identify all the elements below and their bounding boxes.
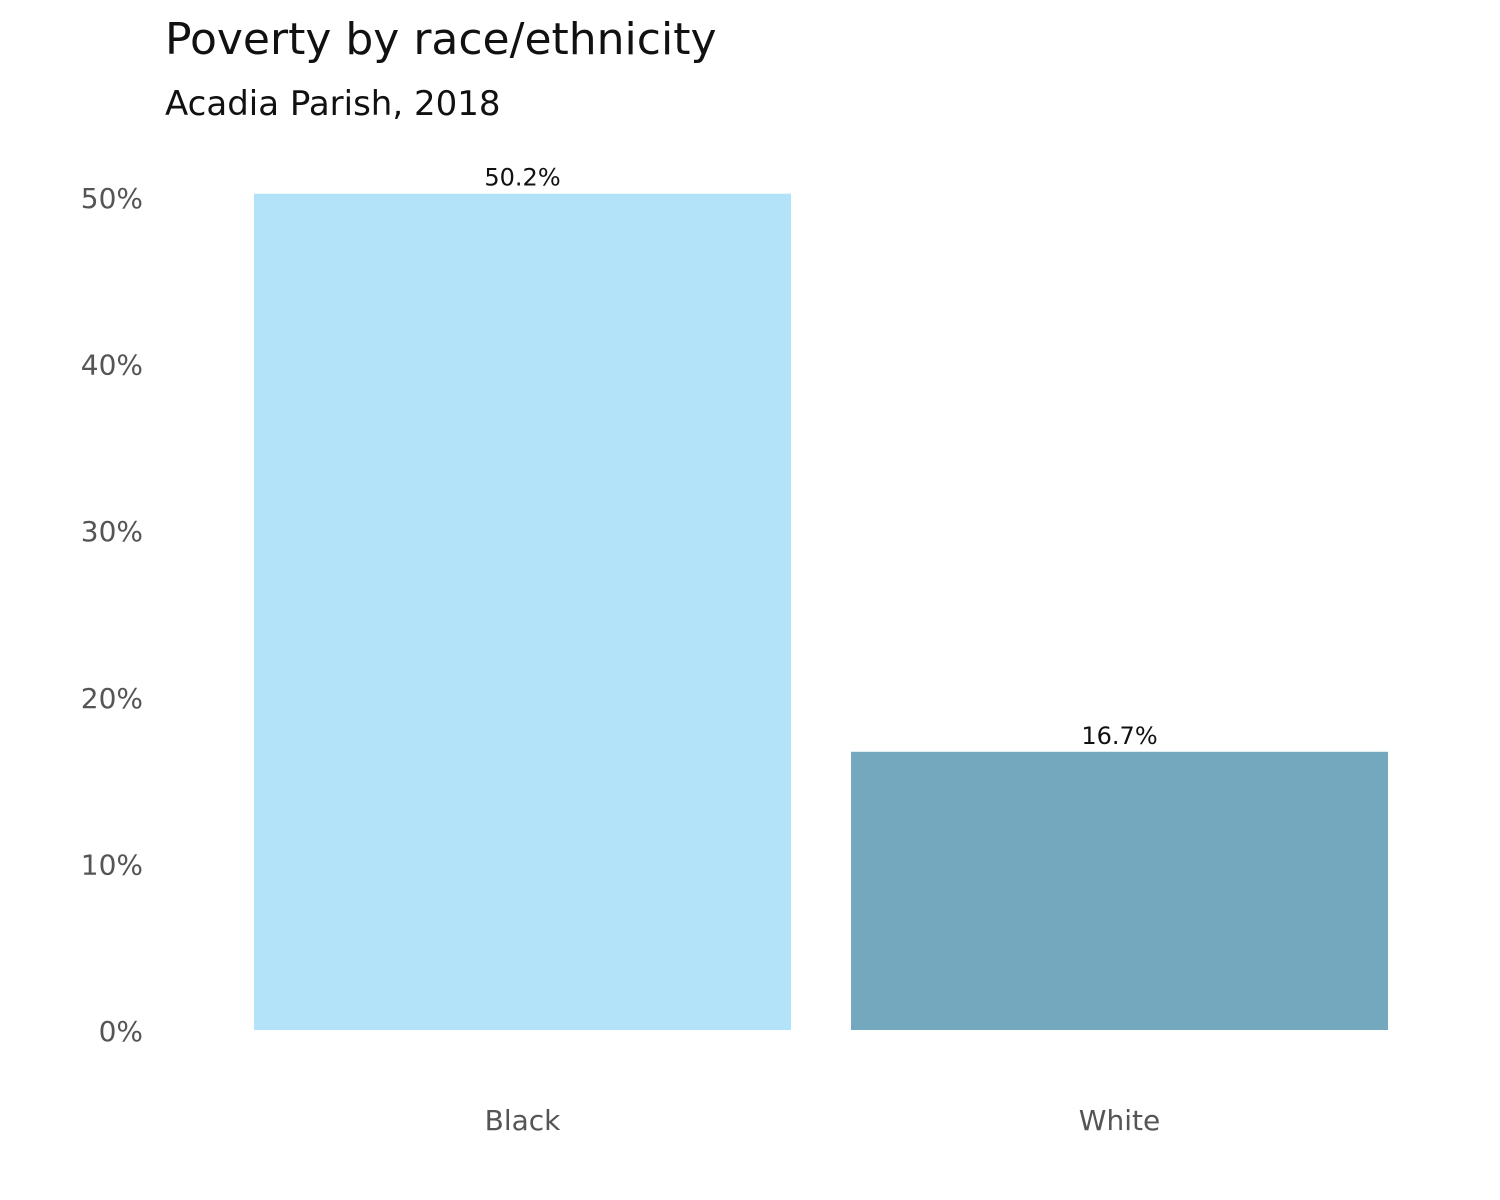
x-tick-label: White — [1079, 1104, 1160, 1137]
y-tick-label: 40% — [81, 349, 143, 382]
data-label: 50.2% — [484, 164, 560, 192]
bar-black — [254, 193, 791, 1031]
y-tick-label: 0% — [99, 1015, 143, 1048]
x-tick-label: Black — [485, 1104, 562, 1137]
y-tick-label: 10% — [81, 848, 143, 881]
y-tick-label: 50% — [81, 182, 143, 215]
data-label: 16.7% — [1081, 722, 1157, 750]
chart-title: Poverty by race/ethnicity — [165, 14, 717, 65]
bar-white — [851, 751, 1388, 1030]
chart-subtitle: Acadia Parish, 2018 — [165, 84, 501, 124]
y-tick-label: 30% — [81, 515, 143, 548]
y-tick-label: 20% — [81, 682, 143, 715]
